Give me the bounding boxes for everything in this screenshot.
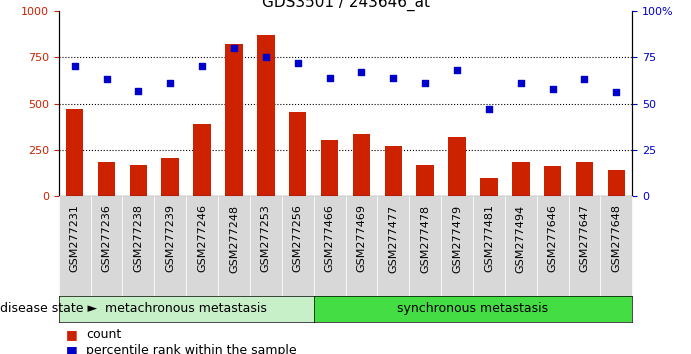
Text: GSM277256: GSM277256 <box>293 204 303 272</box>
FancyBboxPatch shape <box>473 196 505 296</box>
FancyBboxPatch shape <box>59 196 91 296</box>
Text: GSM277494: GSM277494 <box>515 204 526 273</box>
Point <box>419 80 430 86</box>
Text: GSM277231: GSM277231 <box>70 204 79 272</box>
Text: percentile rank within the sample: percentile rank within the sample <box>86 344 297 354</box>
FancyBboxPatch shape <box>377 196 409 296</box>
Text: count: count <box>86 328 122 341</box>
FancyBboxPatch shape <box>154 196 186 296</box>
Bar <box>225 44 243 196</box>
Bar <box>480 178 498 196</box>
Point <box>133 88 144 93</box>
FancyBboxPatch shape <box>569 196 600 296</box>
FancyBboxPatch shape <box>91 196 122 296</box>
Text: GSM277238: GSM277238 <box>133 204 144 272</box>
FancyBboxPatch shape <box>218 196 250 296</box>
Text: GSM277469: GSM277469 <box>357 204 366 272</box>
Bar <box>193 124 211 196</box>
Point <box>579 76 590 82</box>
Point <box>611 90 622 95</box>
Bar <box>607 170 625 196</box>
Point <box>229 45 240 51</box>
Point <box>261 54 272 60</box>
Text: disease state ►: disease state ► <box>0 302 97 315</box>
FancyBboxPatch shape <box>505 196 537 296</box>
Bar <box>448 137 466 196</box>
FancyBboxPatch shape <box>441 196 473 296</box>
Text: GSM277239: GSM277239 <box>165 204 176 272</box>
Point <box>324 75 335 80</box>
Bar <box>257 35 274 196</box>
Point <box>483 106 494 112</box>
Text: GSM277478: GSM277478 <box>420 204 430 273</box>
Point <box>388 75 399 80</box>
Text: GSM277253: GSM277253 <box>261 204 271 272</box>
Text: GSM277481: GSM277481 <box>484 204 494 272</box>
Text: GSM277477: GSM277477 <box>388 204 398 273</box>
Text: ■: ■ <box>66 344 82 354</box>
Text: GSM277646: GSM277646 <box>547 204 558 272</box>
Bar <box>576 162 594 196</box>
Point <box>356 69 367 75</box>
Bar <box>162 158 179 196</box>
FancyBboxPatch shape <box>537 196 569 296</box>
FancyBboxPatch shape <box>346 196 377 296</box>
Text: GSM277479: GSM277479 <box>452 204 462 273</box>
Point <box>515 80 527 86</box>
Bar <box>66 109 84 196</box>
Bar <box>130 165 147 196</box>
Point <box>101 76 112 82</box>
Text: GSM277648: GSM277648 <box>612 204 621 272</box>
Point <box>196 64 207 69</box>
Point <box>164 80 176 86</box>
FancyBboxPatch shape <box>600 196 632 296</box>
Title: GDS3501 / 243646_at: GDS3501 / 243646_at <box>261 0 430 11</box>
Text: ■: ■ <box>66 328 82 341</box>
Bar <box>417 165 434 196</box>
Bar <box>352 134 370 196</box>
FancyBboxPatch shape <box>314 196 346 296</box>
Point <box>547 86 558 92</box>
Point <box>69 64 80 69</box>
Bar <box>289 112 307 196</box>
Bar <box>384 146 402 196</box>
Text: GSM277647: GSM277647 <box>580 204 589 272</box>
Text: GSM277236: GSM277236 <box>102 204 111 272</box>
FancyBboxPatch shape <box>282 196 314 296</box>
Bar <box>321 140 339 196</box>
Text: metachronous metastasis: metachronous metastasis <box>105 302 267 315</box>
Bar <box>97 162 115 196</box>
FancyBboxPatch shape <box>250 196 282 296</box>
Text: GSM277466: GSM277466 <box>325 204 334 272</box>
Text: synchronous metastasis: synchronous metastasis <box>397 302 549 315</box>
Bar <box>544 166 561 196</box>
FancyBboxPatch shape <box>409 196 441 296</box>
Bar <box>512 162 529 196</box>
FancyBboxPatch shape <box>186 196 218 296</box>
FancyBboxPatch shape <box>122 196 154 296</box>
Text: GSM277248: GSM277248 <box>229 204 239 273</box>
Text: GSM277246: GSM277246 <box>197 204 207 272</box>
Point <box>292 60 303 65</box>
Point <box>451 67 462 73</box>
